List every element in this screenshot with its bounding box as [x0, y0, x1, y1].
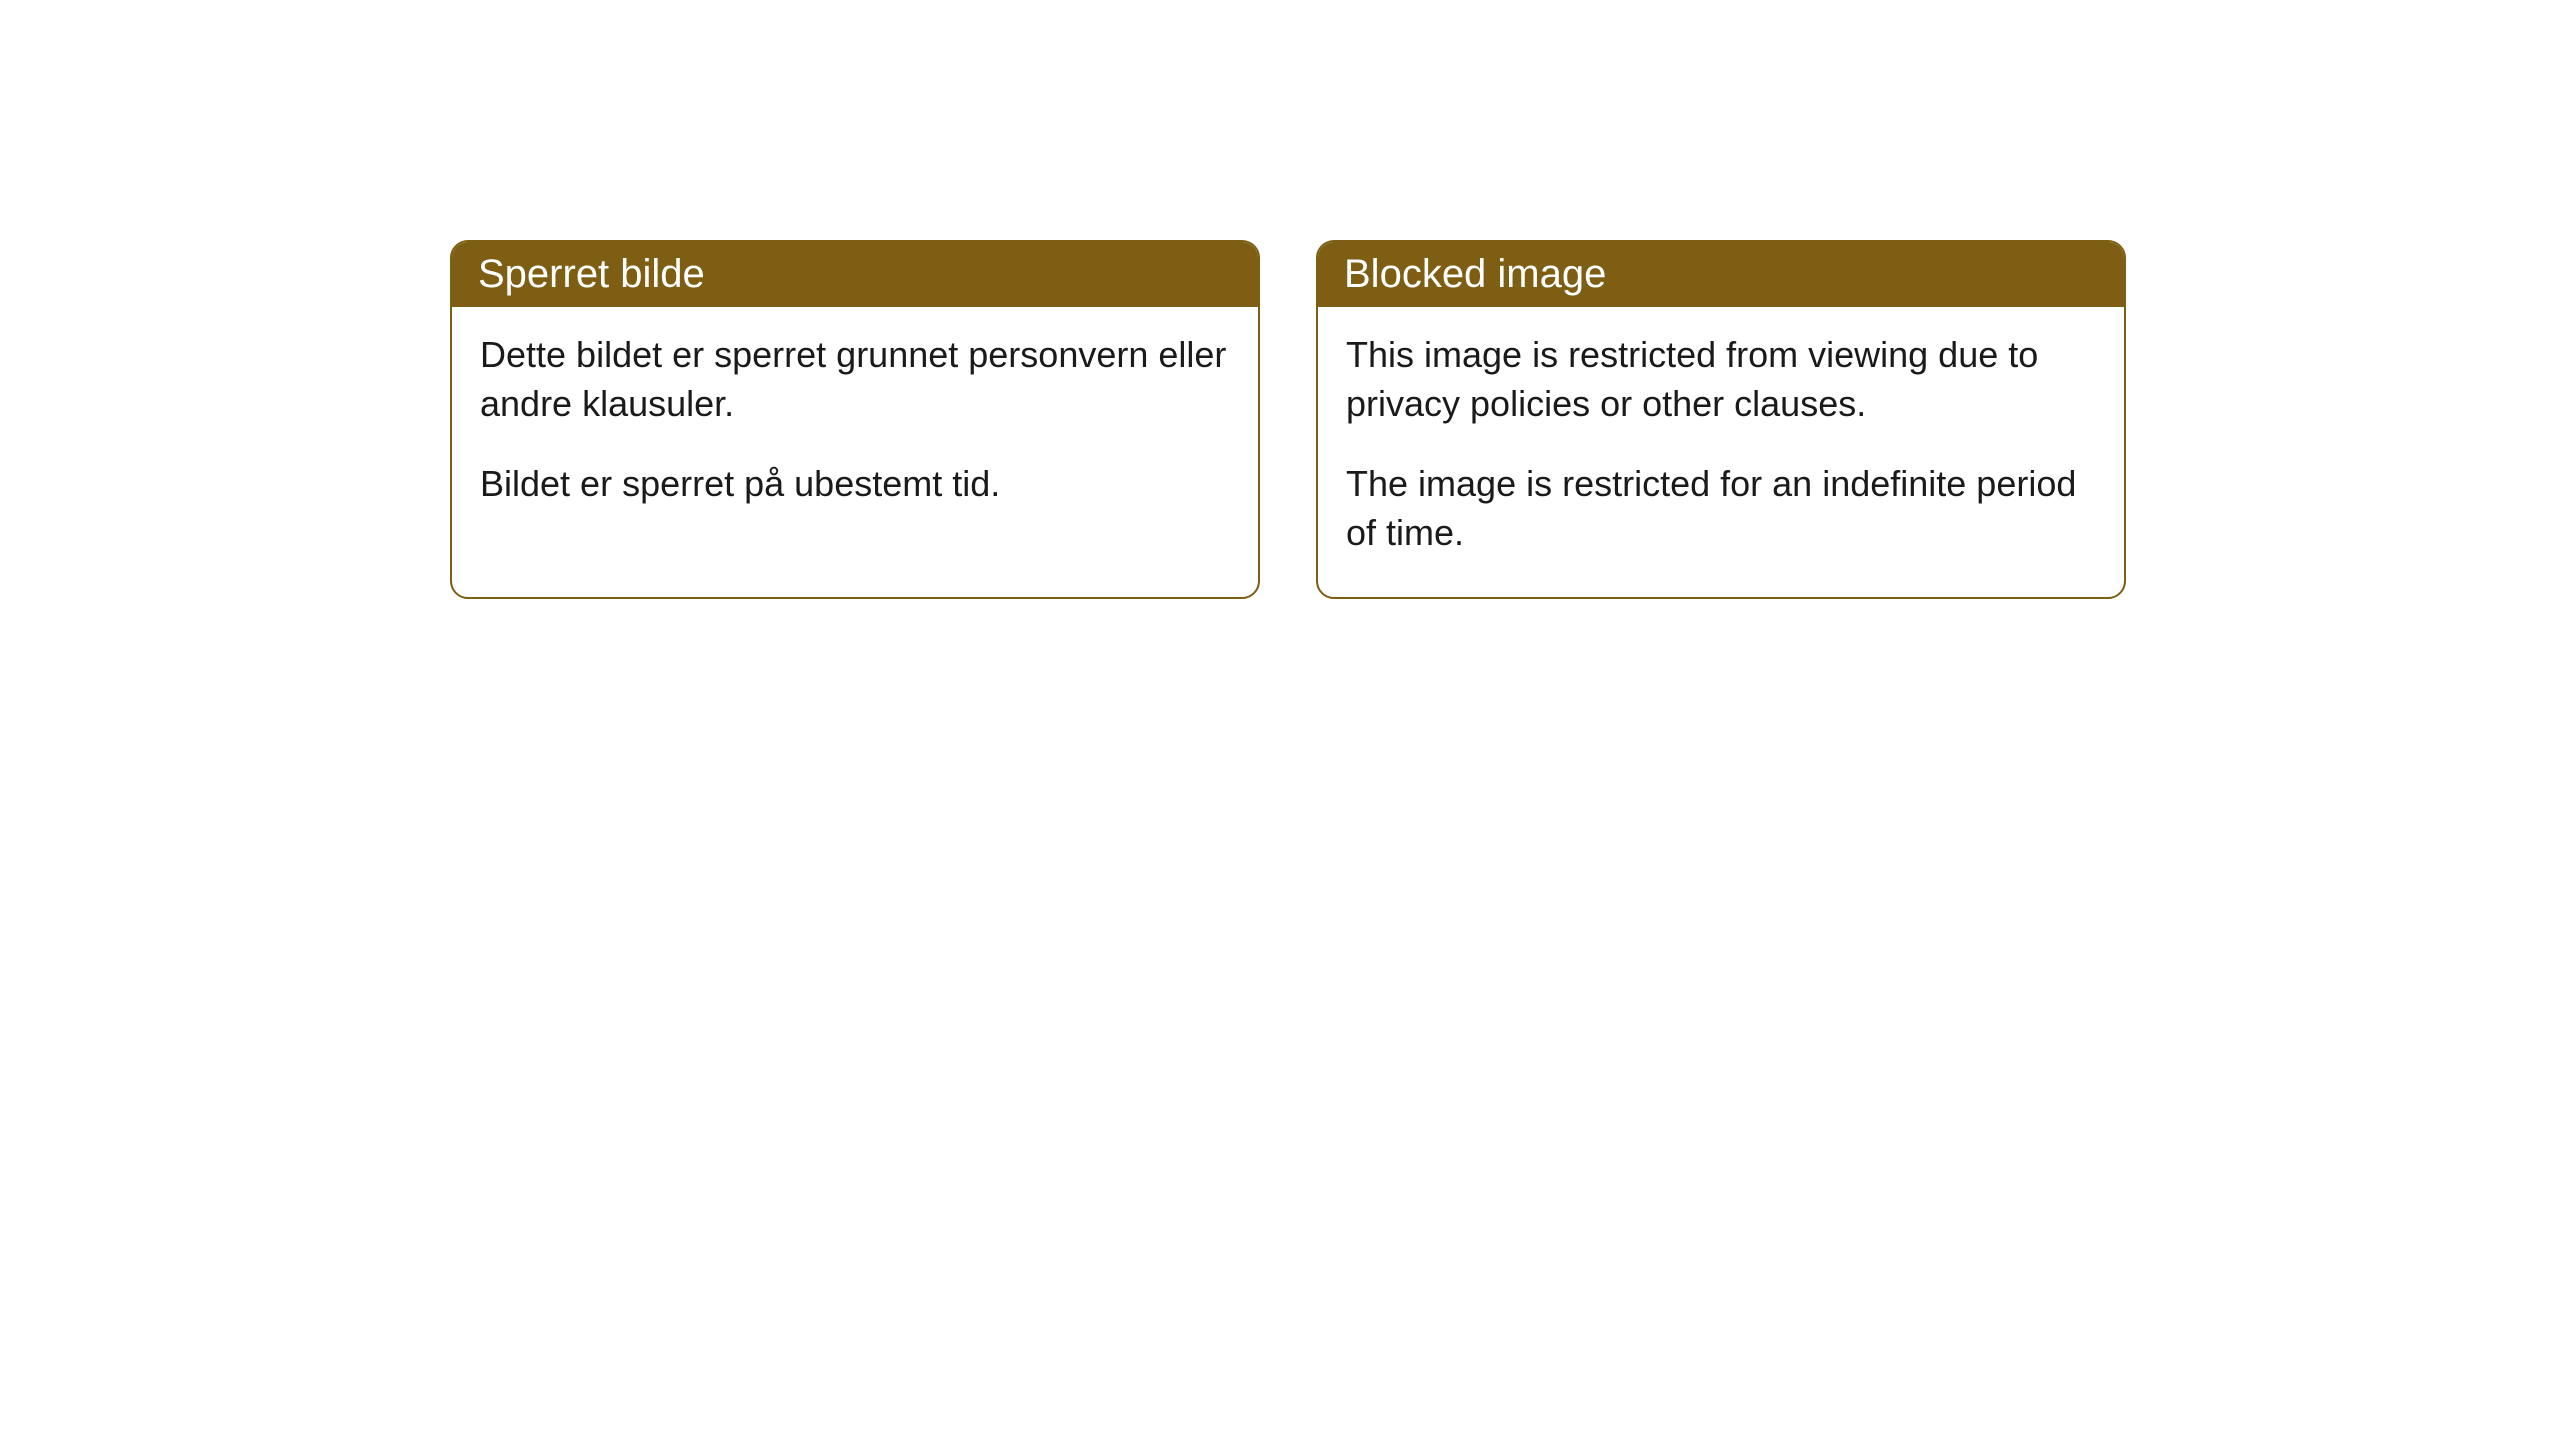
card-paragraph: Bildet er sperret på ubestemt tid. [480, 460, 1230, 509]
card-body: Dette bildet er sperret grunnet personve… [452, 307, 1258, 549]
card-body: This image is restricted from viewing du… [1318, 307, 2124, 597]
card-paragraph: This image is restricted from viewing du… [1346, 331, 2096, 428]
card-paragraph: The image is restricted for an indefinit… [1346, 460, 2096, 557]
blocked-image-card-english: Blocked image This image is restricted f… [1316, 240, 2126, 599]
card-header: Sperret bilde [452, 242, 1258, 307]
card-header: Blocked image [1318, 242, 2124, 307]
card-title: Blocked image [1344, 252, 1606, 296]
cards-container: Sperret bilde Dette bildet er sperret gr… [450, 240, 2126, 599]
blocked-image-card-norwegian: Sperret bilde Dette bildet er sperret gr… [450, 240, 1260, 599]
card-title: Sperret bilde [478, 252, 705, 296]
card-paragraph: Dette bildet er sperret grunnet personve… [480, 331, 1230, 428]
